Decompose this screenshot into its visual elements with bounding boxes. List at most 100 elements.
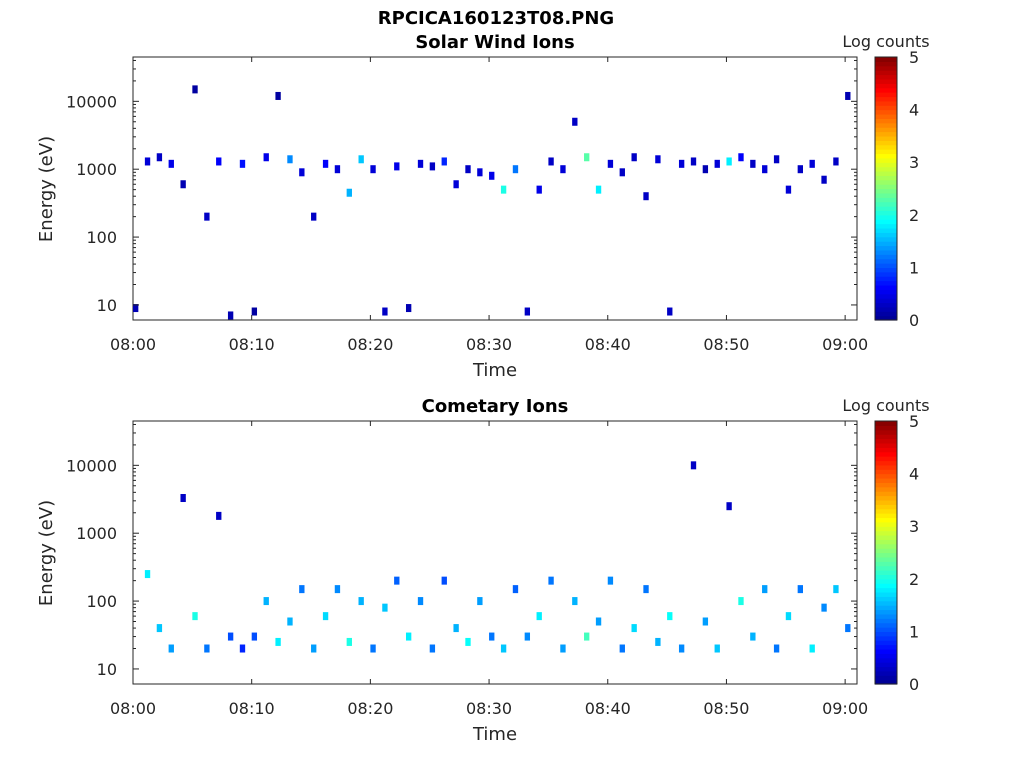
colorbar-segment xyxy=(875,543,897,549)
colorbar-segment xyxy=(875,153,897,159)
colorbar-segment xyxy=(875,201,897,207)
colorbar-segment xyxy=(875,214,897,220)
colorbar-segment xyxy=(875,184,897,190)
solar-wind-panel: Solar Wind Ions 08:00 08:10 08:20 08:30 08:4… xyxy=(36,32,930,381)
heatmap-cell xyxy=(500,644,507,653)
panel-title: Cometary Ions xyxy=(422,396,569,417)
x-axis-label: Time xyxy=(472,724,517,745)
colorbar-segment xyxy=(875,57,897,62)
colorbar-segment xyxy=(875,627,897,632)
heatmap-cell xyxy=(619,168,625,177)
colorbar-segment xyxy=(875,65,897,71)
colorbar-segment xyxy=(875,679,897,685)
heatmap-cell xyxy=(631,153,637,162)
colorbar-segment xyxy=(875,565,897,571)
heatmap-cell xyxy=(441,576,447,585)
colorbar-segment xyxy=(875,245,897,251)
plot-area xyxy=(132,56,858,321)
heatmap-cell xyxy=(512,585,519,594)
heatmap-cell xyxy=(275,637,281,646)
colorbar-segment xyxy=(875,70,897,76)
y-tick-label: 10 xyxy=(97,296,117,315)
colorbar-tick-label: 4 xyxy=(909,465,919,484)
colorbar-segment xyxy=(875,539,897,545)
y-tick-label: 100 xyxy=(86,228,117,247)
heatmap-cell xyxy=(216,157,222,166)
heatmap-cell xyxy=(667,307,673,316)
heatmap-cell xyxy=(453,180,459,189)
colorbar-segment xyxy=(875,96,897,102)
heatmap-cell xyxy=(560,644,566,653)
colorbar-segment xyxy=(875,179,897,185)
heatmap-cell xyxy=(845,624,851,633)
heatmap-cell xyxy=(619,644,625,653)
colorbar-segment xyxy=(875,87,897,93)
colorbar-segment xyxy=(875,609,897,615)
colorbar-segment xyxy=(875,306,897,312)
panel-title: Solar Wind Ions xyxy=(415,32,574,53)
heatmap-cell xyxy=(833,585,839,594)
heatmap-cell xyxy=(655,155,661,164)
heatmap-cell xyxy=(738,597,744,606)
heatmap-cell xyxy=(595,185,602,194)
heatmap-cell xyxy=(595,617,602,626)
colorbar-segment xyxy=(875,521,897,527)
colorbar-segment xyxy=(875,118,897,124)
heatmap-cell xyxy=(833,157,839,166)
x-tick-label: 08:10 xyxy=(229,699,275,718)
heatmap-cell xyxy=(429,162,436,171)
x-tick-label: 08:00 xyxy=(110,335,156,354)
colorbar-segment xyxy=(875,600,897,606)
colorbar-segment xyxy=(875,648,897,654)
colorbar-segment xyxy=(875,78,897,84)
colorbar-tick-label: 3 xyxy=(909,153,919,172)
colorbar-tick-label: 1 xyxy=(909,258,919,277)
colorbar-segment xyxy=(875,499,897,505)
colorbar-segment xyxy=(875,135,897,141)
colorbar-segment xyxy=(875,526,897,532)
colorbar-segment xyxy=(875,662,897,668)
heatmap-cell xyxy=(239,644,246,653)
heatmap-cell xyxy=(168,159,174,168)
colorbar: 0 1 2 3 4 5 xyxy=(874,412,919,694)
heatmap-cell xyxy=(607,576,614,585)
colorbar-segment xyxy=(875,447,897,453)
colorbar-segment xyxy=(875,61,897,67)
colorbar-tick-label: 1 xyxy=(909,622,919,641)
colorbar-segment xyxy=(875,434,897,440)
colorbar-tick-label: 5 xyxy=(909,48,919,67)
colorbar-segment xyxy=(875,254,897,260)
y-tick-label: 1000 xyxy=(76,524,117,543)
colorbar-segment xyxy=(875,175,897,181)
y-axis-ticks: 10 100 1000 10000 xyxy=(66,423,857,679)
heatmap-cell xyxy=(382,307,388,316)
heatmap-cell xyxy=(382,603,388,612)
heatmap-cell xyxy=(441,157,447,166)
colorbar-segment xyxy=(875,653,897,659)
colorbar-segment xyxy=(875,613,897,619)
heatmap-cell xyxy=(358,155,364,164)
colorbar-segment xyxy=(875,657,897,663)
colorbar-segment xyxy=(875,236,897,242)
colorbar-segment xyxy=(875,197,897,203)
heatmap-cell xyxy=(180,494,186,503)
colorbar-segment xyxy=(875,284,897,290)
heatmap-cell xyxy=(477,597,483,606)
heatmap-cell xyxy=(584,153,590,162)
x-axis-ticks: 08:00 08:10 08:20 08:30 08:40 08:50 09:00 xyxy=(110,57,868,354)
heatmap-cell xyxy=(678,644,685,653)
colorbar-tick-label: 0 xyxy=(909,675,919,694)
heatmap-cell xyxy=(690,461,697,470)
colorbar-segment xyxy=(875,74,897,80)
heatmap-cell xyxy=(216,511,222,520)
heatmap-cell xyxy=(358,597,364,606)
colorbar-segment xyxy=(875,513,897,519)
heatmap-cell xyxy=(714,644,720,653)
colorbar-segment xyxy=(875,438,897,444)
colorbar-segment xyxy=(875,451,897,457)
colorbar-segment xyxy=(875,267,897,273)
heatmap-cell xyxy=(762,585,768,594)
colorbar-segment xyxy=(875,517,897,523)
heatmap-cell xyxy=(370,644,376,653)
heatmap-cell xyxy=(572,117,578,126)
